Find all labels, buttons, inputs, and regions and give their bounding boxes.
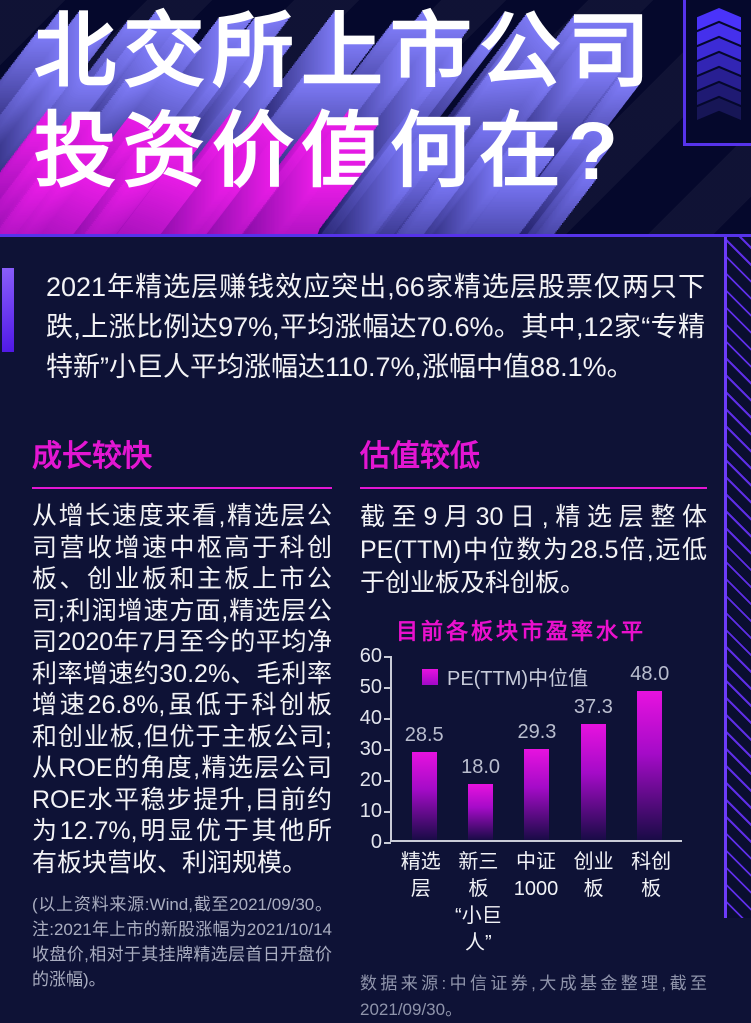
legend-swatch-icon: [422, 668, 438, 685]
valuation-heading: 估值较低: [360, 431, 707, 489]
growth-heading: 成长较快: [32, 431, 332, 489]
chart-bar: [468, 784, 494, 840]
chart-bars: 28.5 18.0 29.3 37.3 48.0: [392, 656, 682, 840]
growth-body: 从增长速度来看,精选层公司营收增速中枢高于科创板、创业板和主板上市公司;利润增速…: [32, 502, 332, 877]
y-tick-label: 60: [352, 645, 391, 667]
bar-group: 29.3: [517, 656, 557, 840]
chart-plot: PE(TTM)中位值 28.5 18.0 29.3 37.3 48.0: [390, 656, 682, 842]
bar-value-label: 29.3: [517, 721, 557, 744]
growth-footnote: (以上资料来源:Wind,截至2021/09/30。注:2021年上市的新股涨幅…: [32, 895, 332, 989]
bar-group: 48.0: [630, 656, 669, 840]
chart-y-axis: 0 10 20 30 40 50 60: [360, 645, 391, 853]
page-title: 北交所上市公司 投资价值何在?: [34, 2, 657, 202]
valuation-body: 截至9月30日,精选层整体PE(TTM)中位数为28.5倍,远低于创业板及科创板…: [360, 503, 707, 597]
bar-value-label: 18.0: [461, 756, 501, 779]
bar-value-label: 37.3: [573, 696, 613, 719]
hatch-strip-decoration: [724, 146, 751, 918]
bar-group: 18.0: [461, 656, 500, 840]
chart-title: 目前各板块市盈率水平: [395, 619, 646, 644]
title-line-1: 北交所上市公司: [34, 6, 658, 97]
chevron-up-icon: [697, 23, 741, 45]
chart-bar: [637, 691, 663, 840]
title-segment-invest: 投资价值: [34, 106, 391, 197]
chevron-up-icon: [697, 83, 741, 105]
bar-group: 28.5: [405, 656, 444, 840]
accent-bar-decoration: [2, 268, 14, 352]
y-tick-label: 10: [352, 800, 391, 822]
chevron-up-icon: [697, 8, 741, 30]
title-line-2: 投资价值何在?: [34, 102, 657, 202]
chart-bar: [524, 749, 550, 840]
y-tick-label: 50: [352, 676, 391, 698]
chevrons-decoration: [697, 8, 741, 120]
chart-bar: [580, 724, 606, 840]
two-column-layout: 成长较快 从增长速度来看,精选层公司营收增速中枢高于科创板、创业板和主板上市公司…: [32, 431, 707, 1023]
bar-value-label: 28.5: [404, 723, 444, 746]
pe-bar-chart: 目前各板块市盈率水平 0 10 20 30 40 50 60 PE(TTM)中位值 28.5…: [360, 614, 682, 957]
bar-value-label: 48.0: [630, 663, 670, 686]
chevron-up-icon: [697, 38, 741, 60]
legend-label: PE(TTM)中位值: [447, 668, 589, 690]
x-axis-category-label: 创业板: [573, 851, 614, 900]
x-axis-category-label: 中证 1000: [513, 851, 559, 900]
corner-panel-decoration: [683, 0, 751, 146]
chevron-up-icon: [697, 68, 741, 90]
y-tick-label: 20: [352, 769, 391, 791]
data-source-note: 数据来源:中信证券,大成基金整理,截至2021/09/30。: [360, 974, 707, 1019]
chart-body: 0 10 20 30 40 50 60 PE(TTM)中位值 28.5 18.0 29.3 37.…: [360, 645, 682, 853]
y-tick-label: 30: [352, 738, 391, 760]
y-tick-label: 40: [352, 707, 391, 729]
intro-paragraph: 2021年精选层赚钱效应突出,66家精选层股票仅两只下跌,上涨比例达97%,平均…: [46, 272, 705, 382]
title-segment-where: 何在?: [390, 106, 626, 197]
content-area: 2021年精选层赚钱效应突出,66家精选层股票仅两只下跌,上涨比例达97%,平均…: [0, 240, 751, 1019]
chevron-up-icon: [697, 98, 741, 120]
x-axis-category-label: 新三板 “小巨人”: [455, 851, 502, 954]
bar-group: 37.3: [574, 656, 613, 840]
x-axis-category-label: 精选层: [400, 851, 441, 900]
y-tick-label: 0: [352, 831, 391, 853]
valuation-section: 估值较低 截至9月30日,精选层整体PE(TTM)中位数为28.5倍,远低于创业…: [360, 431, 707, 1023]
x-axis-category-label: 科创板: [631, 851, 672, 900]
chevron-up-icon: [697, 53, 741, 75]
chart-bar: [411, 751, 437, 840]
growth-section: 成长较快 从增长速度来看,精选层公司营收增速中枢高于科创板、创业板和主板上市公司…: [32, 431, 332, 1023]
chart-legend: PE(TTM)中位值: [422, 662, 588, 691]
chart-x-labels: 精选层 新三板 “小巨人” 中证 1000 创业板 科创板: [390, 842, 682, 957]
title-band: 北交所上市公司 投资价值何在?: [0, 0, 751, 237]
